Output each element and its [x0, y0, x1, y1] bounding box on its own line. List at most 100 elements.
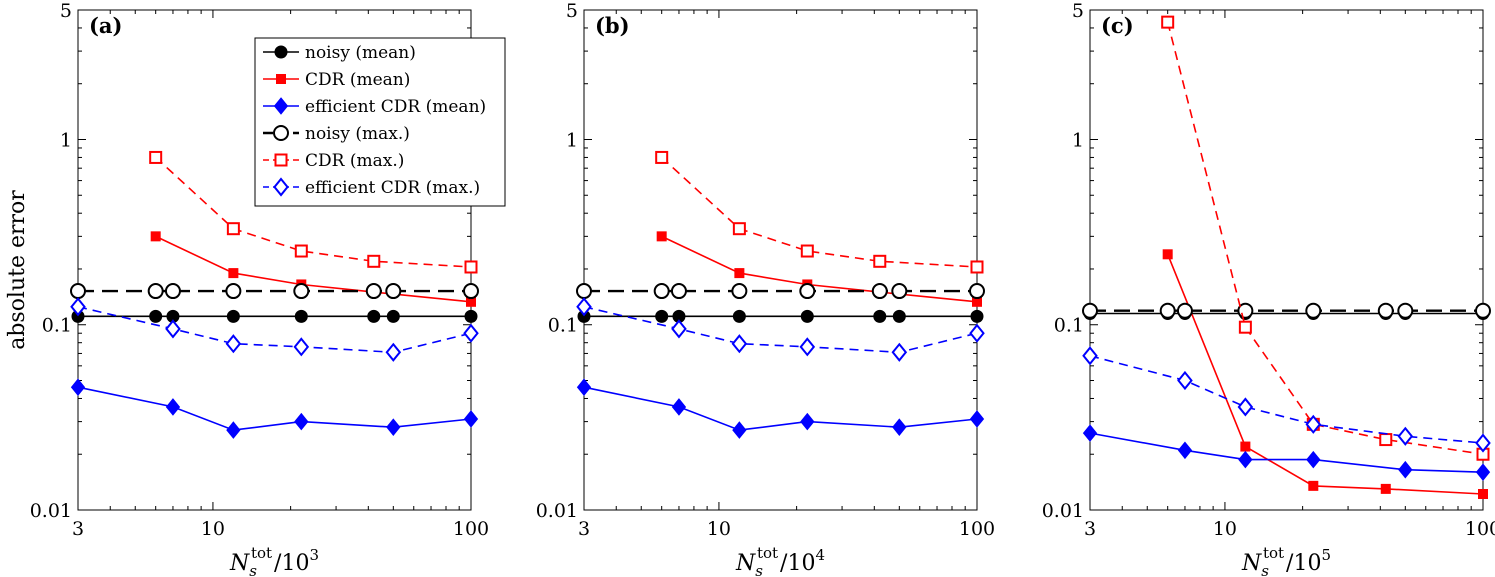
data-point	[149, 150, 163, 164]
data-point	[576, 297, 592, 317]
data-point	[891, 283, 908, 300]
data-point	[799, 283, 816, 300]
data-point	[1475, 302, 1491, 319]
data-point	[670, 283, 687, 300]
legend-entry: noisy (mean)	[305, 43, 416, 63]
legend-marker	[274, 45, 288, 59]
data-point	[576, 283, 592, 300]
data-point	[294, 244, 308, 258]
data-point	[463, 283, 479, 300]
y-tick-label: 0.1	[548, 315, 578, 337]
data-point	[386, 309, 400, 323]
data-point	[1159, 302, 1176, 319]
data-point	[165, 319, 181, 339]
data-point	[1377, 302, 1394, 319]
data-point	[70, 297, 86, 317]
data-point	[464, 309, 478, 323]
data-point	[732, 421, 747, 439]
panel-b: 3 10 100 0.01 0.1 1 5 Nstot/104 (b)	[536, 0, 995, 577]
series-line	[1089, 355, 1484, 444]
x-axis-label: Nstot/103	[229, 544, 319, 577]
data-point	[1478, 489, 1488, 500]
data-point	[463, 410, 479, 428]
data-point	[732, 222, 746, 236]
data-point	[656, 231, 667, 242]
data-point	[799, 337, 816, 357]
data-point	[1397, 426, 1414, 446]
series-line	[77, 306, 472, 354]
data-point	[365, 283, 382, 300]
data-point	[970, 260, 984, 274]
data-point	[367, 254, 381, 268]
legend-entry: noisy (max.)	[305, 124, 410, 144]
panel-c: 3 10 100 0.01 0.1 1 5 Nstot/105 (c)	[1042, 0, 1495, 577]
data-point	[1177, 370, 1193, 391]
data-point	[800, 412, 815, 431]
data-point	[1238, 450, 1253, 469]
panel-a: 3 10 100 0.01 0.1 1 5 Nstot/103 (a) noisy (mean) C…	[30, 0, 506, 577]
data-point	[1237, 397, 1254, 417]
data-point	[671, 398, 687, 416]
data-point	[294, 309, 308, 323]
legend-box	[254, 37, 506, 207]
x-tick-label: 10	[1213, 518, 1237, 540]
y-tick-label: 5	[566, 0, 578, 22]
y-tick-label: 5	[60, 0, 72, 22]
data-point	[1176, 302, 1193, 319]
data-point	[293, 283, 310, 300]
legend-entry: efficient CDR (max.)	[305, 178, 480, 198]
data-point	[150, 231, 161, 242]
data-point	[970, 309, 984, 323]
data-point	[464, 260, 478, 274]
data-point	[1308, 480, 1319, 491]
data-point	[576, 378, 592, 397]
series-line	[77, 386, 472, 431]
legend-entry: CDR (max.)	[305, 151, 404, 171]
y-tick-label: 1	[60, 129, 72, 151]
panel-label: (c)	[1101, 13, 1134, 38]
data-point	[228, 268, 239, 279]
panel-label: (b)	[595, 13, 630, 38]
data-point	[1398, 460, 1413, 479]
data-point	[731, 283, 748, 300]
data-point	[734, 268, 745, 279]
data-point	[385, 342, 402, 362]
data-point	[1305, 302, 1322, 319]
data-point	[871, 283, 888, 300]
data-point	[892, 418, 907, 436]
data-point	[873, 254, 887, 268]
data-point	[226, 222, 240, 236]
x-tick-label: 100	[453, 518, 489, 540]
y-tick-label: 1	[566, 129, 578, 151]
data-point	[1161, 15, 1175, 29]
data-point	[1305, 414, 1322, 434]
data-point	[147, 283, 164, 300]
data-point	[1475, 433, 1491, 453]
panel-label: (a)	[89, 13, 122, 38]
x-tick-label: 3	[578, 518, 590, 540]
y-tick-label: 0.01	[30, 500, 72, 522]
series-line	[1166, 254, 1484, 495]
data-point	[226, 421, 241, 439]
legend-marker	[273, 125, 289, 141]
legend-marker	[273, 97, 289, 115]
data-point	[1475, 463, 1491, 481]
data-point	[655, 309, 669, 323]
data-point	[655, 150, 669, 164]
data-point	[1397, 302, 1414, 319]
data-point	[671, 319, 687, 339]
data-point	[385, 283, 402, 300]
data-point	[1177, 441, 1193, 460]
data-point	[1380, 483, 1391, 494]
data-point	[653, 283, 670, 300]
x-tick-label: 10	[201, 518, 225, 540]
y-tick-label: 5	[1072, 0, 1084, 22]
data-point	[800, 309, 814, 323]
x-axis-label: Nstot/105	[1241, 544, 1331, 577]
data-point	[294, 412, 309, 431]
axes-frame	[1089, 9, 1484, 511]
data-point	[1162, 249, 1173, 260]
legend-marker	[276, 74, 286, 84]
data-point	[165, 398, 181, 416]
